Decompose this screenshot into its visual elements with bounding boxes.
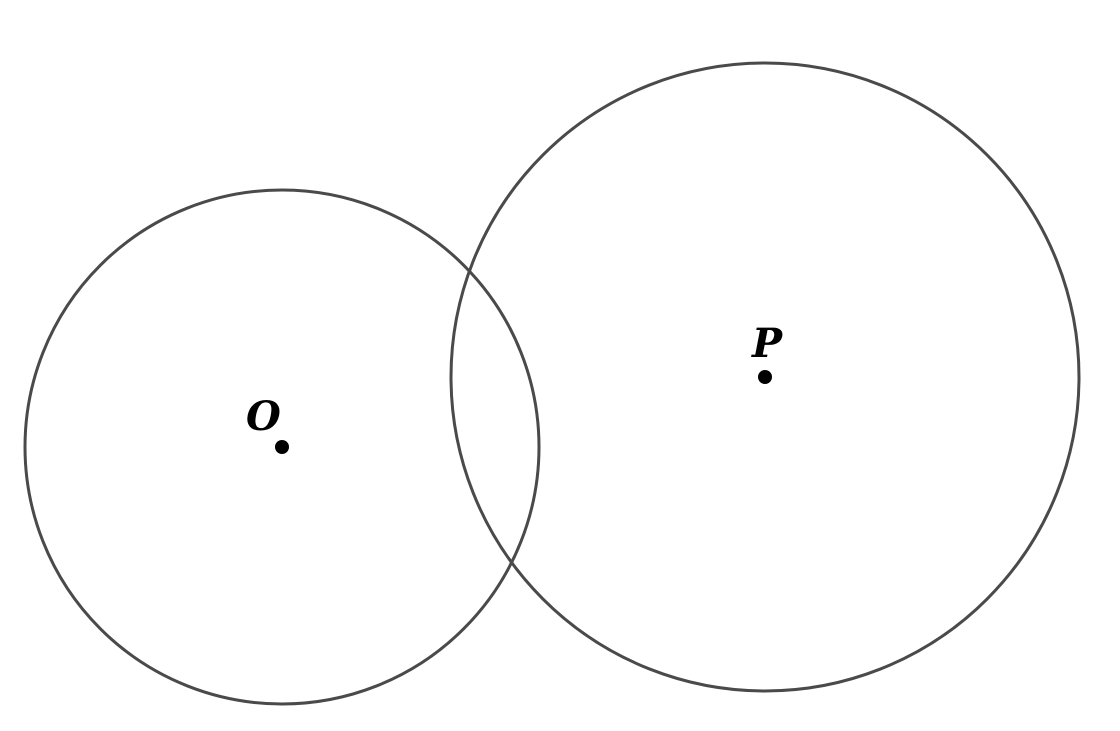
center-label-o: O <box>246 393 281 440</box>
center-point-p <box>758 370 772 384</box>
circle-o <box>23 188 541 706</box>
circle-p <box>449 61 1081 693</box>
center-label-p: P <box>751 320 784 367</box>
center-point-o <box>275 440 289 454</box>
